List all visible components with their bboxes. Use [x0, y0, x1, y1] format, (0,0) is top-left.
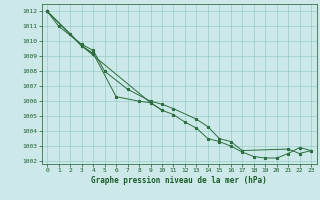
X-axis label: Graphe pression niveau de la mer (hPa): Graphe pression niveau de la mer (hPa) [91, 176, 267, 185]
